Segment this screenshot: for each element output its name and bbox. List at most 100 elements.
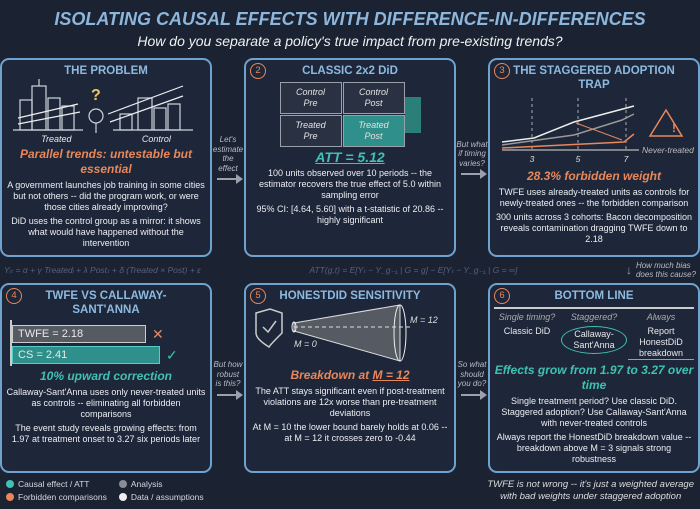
legend: Causal effect / ATT Analysis Forbidden c…	[6, 479, 204, 502]
forbidden-comparison-arrow	[575, 122, 623, 141]
panel-paragraph: At M = 10 the lower bound barely holds a…	[250, 422, 450, 444]
branch-question: Staggered?	[570, 312, 618, 322]
att-value: ATT = 5.12	[315, 149, 385, 165]
cohort-line	[501, 113, 635, 146]
panel-text-line: The ATT stays significant even if post-t…	[255, 386, 445, 396]
label-control: Control	[141, 134, 171, 144]
arrow-right-icon	[461, 169, 487, 180]
did-matrix: Control Pre Control Post Treated Pre Tre…	[279, 78, 421, 147]
panel-text-line: At M = 10 the lower bound barely holds a…	[252, 422, 448, 432]
bar-chart: TWFE = 2.18 ✕ CS = 2.41 ✓	[10, 320, 202, 366]
panel-paragraph: Callaway-Sant'Anna uses only never-treat…	[6, 387, 206, 420]
panel-text-line: those cities already improving?	[44, 202, 168, 212]
panel-text-line: as controls -- eliminating all forbidden…	[31, 398, 181, 419]
breakdown-value: M = 12	[372, 368, 410, 382]
branch: Staggered? Callaway- Sant'Anna	[561, 312, 627, 360]
step-number: 5	[250, 288, 266, 304]
panel-paragraph: Always report the HonestDiD breakdown va…	[494, 432, 694, 465]
panel-highlight: Effects grow from 1.97 to 3.27 over time	[494, 363, 694, 392]
axis-tick: 3	[530, 154, 535, 164]
panel-paragraph: The event study reveals growing effects:…	[6, 423, 206, 445]
branch: Always Report HonestDiD breakdown	[628, 312, 694, 360]
panel-title: THE STAGGERED ADOPTION TRAP	[513, 65, 675, 91]
branch-question: Single timing?	[498, 312, 556, 322]
panel-bottom-line: 6 BOTTOM LINE Single timing? Classic DiD …	[488, 283, 700, 473]
panel-text-line: DiD uses the control group as a mirror: …	[11, 216, 201, 226]
att-formula: ATT(g,t) = E[Yₜ − Y_g₋₁ | G = g] − E[Yₜ …	[309, 264, 518, 275]
branch: Single timing? Classic DiD	[494, 312, 560, 360]
bar-row: TWFE = 2.18 ✕	[12, 325, 202, 343]
legend-swatch	[118, 493, 127, 501]
panel-text-line: Callaway-Sant'Anna uses only never-treat…	[6, 387, 206, 397]
step-number: 3	[494, 63, 510, 79]
panel-text-line: adoption? Use Callaway-Sant'Anna with ne…	[540, 407, 687, 428]
staggered-trends-chart: ! 3 5 7 Never-treated	[501, 98, 694, 164]
legend-item: Forbidden comparisons	[6, 492, 107, 502]
did-cells: Control Pre Control Post Treated Pre Tre…	[279, 82, 405, 147]
arrow-right-icon	[217, 389, 243, 400]
panel-title: TWFE VS CALLAWAY-SANT'ANNA	[45, 290, 167, 316]
check-icon	[262, 320, 277, 334]
panel-paragraph: TWFE uses already-treated units as contr…	[494, 187, 694, 209]
panel-honestdid: 5 HONESTDID SENSITIVITY M = 0 M = 12 Bre…	[244, 283, 456, 473]
legend-swatch	[118, 480, 127, 488]
check-icon: ✓	[166, 346, 178, 363]
arrow-right-icon	[461, 389, 487, 400]
page-title: ISOLATING CAUSAL EFFECTS WITH DIFFERENCE…	[54, 9, 646, 29]
panel-text-line: at M = 12 it crosses zero to -0.44	[284, 433, 416, 443]
panel-text-line: newly-treated ones -- the forbidden comp…	[499, 198, 689, 208]
panel-text-line: Single treatment period? Use classic DiD…	[501, 396, 678, 417]
legend-label: Forbidden comparisons	[18, 492, 107, 502]
warning-icon	[648, 108, 684, 137]
connector-label: Let's estimate the effect	[212, 135, 244, 173]
branch-answer-highlighted: Callaway- Sant'Anna	[561, 326, 627, 354]
label-treated: Treated	[41, 134, 72, 144]
panel-paragraph: 95% CI: [4.64, 5.60] with a t-statistic …	[250, 204, 450, 226]
connector: So what should you do?	[456, 283, 488, 473]
panel-text-line: 300 units across 3 cohorts: Bacon decomp…	[495, 212, 693, 222]
legend-label: Causal effect / ATT	[18, 479, 90, 489]
warning-exclamation: !	[672, 121, 676, 135]
arrow-right-icon	[217, 174, 243, 184]
panel-grid: THE PROBLEM ? Treated Control Parallel t…	[0, 58, 700, 473]
panel-paragraph: 300 units across 3 cohorts: Bacon decomp…	[494, 212, 694, 245]
panel-text-line: 95% CI: [4.64, 5.60] with a t-statistic …	[256, 204, 436, 214]
panel-paragraph: 100 units observed over 10 periods -- th…	[250, 168, 450, 201]
panel-paragraph: A government launches job training in so…	[6, 180, 206, 213]
connector: ↓ How much bias does this cause?	[626, 261, 696, 280]
panel-text-line: violations are 12x worse than pre-treatm…	[263, 397, 437, 418]
legend-swatch	[6, 480, 14, 488]
panel-text-line: -- highly significant	[316, 204, 444, 225]
legend-label: Data / assumptions	[130, 492, 204, 502]
regression-formula: Yᵢₜ = α + γ Treatedᵢ + λ Postₜ + δ (Trea…	[4, 264, 201, 275]
cone-shape	[293, 304, 401, 362]
page-subtitle: How do you separate a policy's true impa…	[137, 33, 563, 49]
panel-the-problem: THE PROBLEM ? Treated Control Parallel t…	[0, 58, 212, 257]
panel-text-line: breakdown above M = 3 signals strong rob…	[516, 443, 672, 464]
cell-treated-post: Treated Post	[342, 115, 405, 147]
branch-answer: Report HonestDiD breakdown	[628, 326, 694, 360]
panel-text-line: recovers the true effect of 5.0 within s…	[298, 179, 441, 200]
bar-cs: CS = 2.41	[12, 346, 160, 364]
connector: Let's estimate the effect	[212, 58, 244, 257]
breakdown-prefix: Breakdown at	[290, 368, 373, 382]
arrow-down-icon: ↓	[625, 263, 632, 277]
step-number: 2	[250, 63, 266, 79]
legend-item: Causal effect / ATT	[6, 479, 107, 489]
connector: But how robust is this?	[212, 283, 244, 473]
group-labels: Treated Control	[6, 134, 206, 144]
bar-row: CS = 2.41 ✓	[12, 346, 202, 364]
footer-note-line: with bad weights under staggered adoptio…	[500, 491, 682, 502]
panel-title: HONESTDID SENSITIVITY	[279, 290, 421, 302]
panel-text-line: A government launches job training in so…	[7, 180, 205, 190]
breakdown-highlight: Breakdown at M = 12	[290, 368, 409, 383]
panel-text-line: TWFE uses already-treated units as contr…	[498, 187, 690, 197]
axis-tick: 7	[624, 154, 629, 164]
panel-text-line: Always report the HonestDiD breakdown va…	[496, 432, 692, 442]
branch-question: Always	[646, 312, 676, 322]
connector-label: How much bias does this cause?	[635, 260, 696, 280]
panel-text-line: what would have happened without the int…	[28, 227, 184, 248]
cell-control-post: Control Post	[342, 82, 405, 114]
panel-staggered-adoption: 3 THE STAGGERED ADOPTION TRAP ! 3 5 7 Ne…	[488, 58, 700, 257]
connector: But what if timing varies?	[456, 58, 488, 257]
